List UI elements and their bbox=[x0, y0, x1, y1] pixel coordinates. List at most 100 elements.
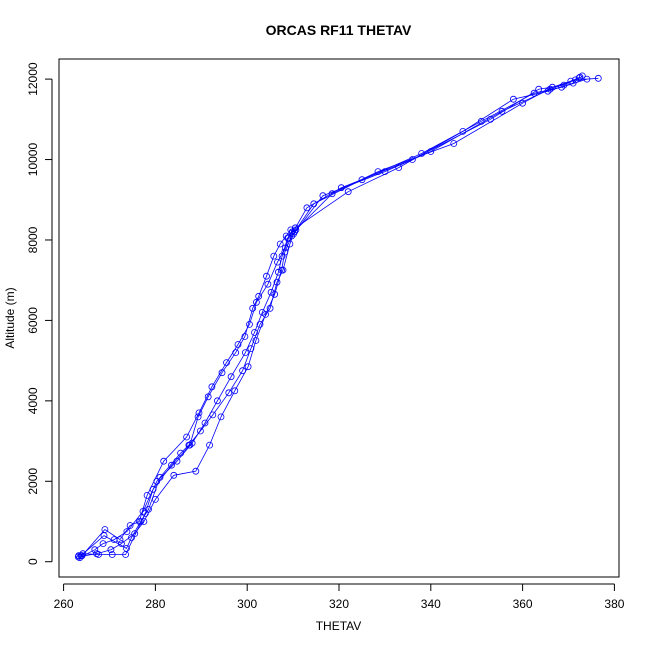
data-point bbox=[319, 192, 327, 200]
data-point bbox=[510, 95, 517, 103]
data-point bbox=[231, 387, 239, 395]
data-point bbox=[108, 551, 116, 558]
x-axis-label: THETAV bbox=[316, 619, 362, 633]
data-point bbox=[344, 188, 352, 196]
data-point bbox=[118, 540, 125, 547]
data-point bbox=[252, 337, 260, 344]
y-axis-label: Altitude (m) bbox=[3, 287, 17, 348]
data-point bbox=[217, 413, 225, 421]
data-point bbox=[258, 308, 266, 316]
data-point bbox=[160, 457, 168, 465]
data-point bbox=[209, 411, 217, 419]
data-point bbox=[151, 495, 159, 503]
data-point bbox=[208, 383, 216, 391]
data-point bbox=[206, 441, 214, 449]
y-tick-label: 2000 bbox=[26, 468, 40, 495]
chart-title: ORCAS RF11 THETAV bbox=[266, 22, 412, 38]
data-point bbox=[140, 518, 148, 525]
data-point bbox=[241, 333, 249, 340]
data-point bbox=[251, 329, 258, 336]
data-point bbox=[123, 545, 130, 552]
data-point bbox=[177, 449, 185, 457]
data-point bbox=[213, 397, 221, 405]
data-point bbox=[583, 75, 591, 83]
data-point bbox=[107, 546, 115, 554]
data-point bbox=[263, 272, 270, 280]
data-point bbox=[223, 359, 230, 367]
series-line bbox=[79, 75, 583, 559]
data-point bbox=[310, 200, 318, 208]
data-point bbox=[156, 473, 164, 481]
data-point bbox=[418, 150, 426, 157]
data-point bbox=[450, 140, 458, 147]
data-point bbox=[270, 252, 278, 260]
series-layer bbox=[74, 72, 602, 562]
y-tick-label: 8000 bbox=[26, 226, 40, 253]
series-2 bbox=[76, 72, 586, 562]
data-point bbox=[99, 540, 107, 547]
data-point bbox=[244, 363, 252, 371]
data-point bbox=[246, 320, 253, 328]
y-tick-label: 12000 bbox=[26, 62, 40, 96]
series-line bbox=[78, 78, 588, 558]
data-point bbox=[276, 240, 284, 248]
series-5 bbox=[74, 75, 591, 561]
data-point bbox=[358, 176, 366, 184]
data-point bbox=[271, 290, 279, 298]
y-axis: 0 2000 4000 6000 8000 10000 12000 bbox=[26, 62, 53, 565]
data-point bbox=[192, 467, 200, 475]
series-4 bbox=[77, 74, 602, 560]
y-tick-label: 10000 bbox=[26, 143, 40, 177]
data-point bbox=[100, 532, 108, 539]
x-tick-label: 340 bbox=[421, 597, 441, 611]
data-point bbox=[195, 409, 203, 417]
plot-frame bbox=[58, 58, 620, 578]
data-point bbox=[594, 74, 602, 82]
data-point bbox=[74, 553, 82, 561]
data-point bbox=[170, 471, 178, 479]
data-point bbox=[126, 522, 134, 529]
data-point bbox=[262, 310, 270, 318]
data-point bbox=[291, 228, 298, 236]
y-tick-label: 4000 bbox=[26, 387, 40, 414]
data-point bbox=[234, 341, 242, 348]
data-point bbox=[168, 461, 175, 469]
data-point bbox=[196, 427, 204, 435]
series-line bbox=[78, 77, 580, 557]
y-tick-label: 0 bbox=[26, 558, 40, 565]
data-point bbox=[183, 433, 191, 441]
x-tick-label: 360 bbox=[513, 597, 533, 611]
data-point bbox=[123, 528, 131, 535]
data-point bbox=[274, 258, 281, 266]
data-point bbox=[76, 554, 84, 562]
data-point bbox=[131, 530, 139, 537]
x-tick-label: 380 bbox=[604, 597, 624, 611]
data-point bbox=[558, 83, 565, 91]
data-point bbox=[143, 491, 151, 499]
data-point bbox=[225, 389, 233, 397]
data-point bbox=[249, 304, 257, 312]
x-tick-label: 260 bbox=[54, 597, 74, 611]
series-line bbox=[81, 76, 581, 556]
data-point bbox=[93, 550, 100, 558]
x-tick-label: 320 bbox=[329, 597, 349, 611]
data-point bbox=[278, 266, 286, 274]
y-tick-label: 6000 bbox=[26, 307, 40, 334]
data-point bbox=[408, 156, 416, 163]
data-point bbox=[477, 117, 485, 125]
data-point bbox=[252, 298, 260, 306]
x-tick-label: 300 bbox=[237, 597, 257, 611]
data-point bbox=[530, 89, 538, 97]
data-point bbox=[91, 546, 99, 554]
data-point bbox=[227, 373, 235, 381]
data-point bbox=[116, 536, 124, 543]
data-point bbox=[303, 204, 311, 212]
data-point bbox=[256, 320, 264, 328]
data-point bbox=[185, 441, 193, 449]
data-point bbox=[381, 168, 389, 176]
x-axis: 260 280 300 320 340 360 380 bbox=[54, 583, 625, 611]
data-point bbox=[281, 248, 289, 256]
x-tick-label: 280 bbox=[145, 597, 165, 611]
data-point bbox=[264, 280, 272, 288]
